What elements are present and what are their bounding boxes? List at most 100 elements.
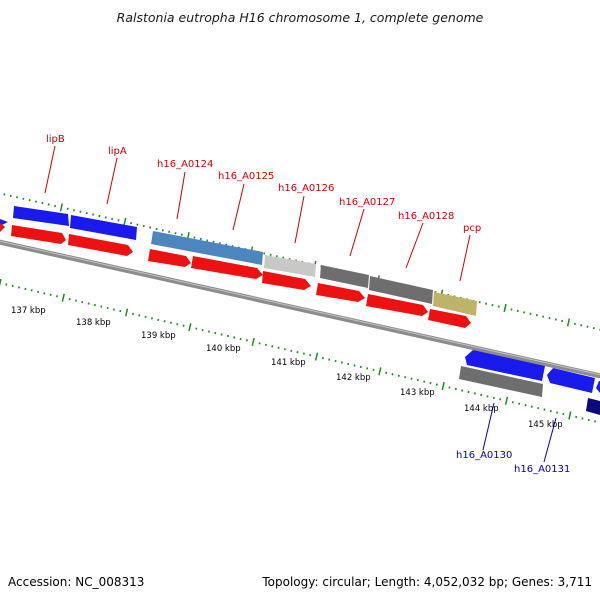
tick-minor [117, 219, 120, 222]
feature-h16-a0130-grey[interactable] [459, 366, 543, 397]
feature-h16-a0127[interactable] [369, 276, 433, 304]
tick-minor [24, 287, 27, 291]
accession-text: Accession: NC_008313 [8, 575, 145, 589]
forward-gene-labels: lipB lipA h16_A0124 h16_A0125 h16_A0126 … [44, 134, 481, 282]
tick-minor [334, 359, 337, 363]
kbp-label-138: 138 kbp [76, 318, 111, 328]
tick-major [504, 396, 509, 405]
cds-h16-a0128[interactable] [366, 294, 428, 316]
tick-major [503, 303, 507, 313]
chromosome-backbone [0, 239, 600, 379]
tick-minor [150, 317, 153, 320]
tick-minor [397, 374, 400, 377]
tick-minor [416, 378, 419, 382]
feature-h16-a0126[interactable] [320, 265, 369, 288]
cds-pcp[interactable] [428, 309, 471, 328]
gene-feature-h16-a0131[interactable] [547, 368, 595, 393]
tick-major [314, 352, 319, 361]
tick-minor [454, 387, 457, 391]
tick-minor [85, 211, 88, 215]
tick-minor [543, 408, 546, 411]
feature-pcp[interactable] [433, 292, 477, 316]
tick-minor [277, 346, 280, 349]
label-h16-a0127: h16_A0127 [339, 197, 395, 208]
tick-major [441, 382, 445, 391]
cds-h16-a0127[interactable] [316, 283, 365, 302]
tick-minor [518, 402, 521, 405]
tick-minor [290, 349, 293, 352]
tick-minor [199, 237, 202, 241]
feature-h16-a0125[interactable] [264, 255, 316, 277]
tick-minor [49, 293, 52, 296]
tick-major [188, 323, 192, 332]
tick-minor [104, 216, 107, 219]
forward-strand-genes [0, 206, 137, 240]
tick-minor [296, 351, 299, 354]
reverse-strand-genes [459, 350, 600, 415]
feature-h16-a0124[interactable] [151, 231, 263, 265]
tick-minor [30, 289, 33, 292]
cds-partial-left[interactable] [0, 223, 5, 232]
label-lipB: lipB [46, 134, 65, 145]
tick-minor [87, 302, 90, 305]
tick-minor [74, 299, 77, 302]
gene-feature-h16-a0130[interactable] [465, 350, 545, 381]
tick-minor [573, 322, 576, 326]
tick-minor [136, 223, 139, 226]
gene-feature-partial-right[interactable] [596, 381, 600, 393]
tick-minor [491, 303, 494, 307]
tick-minor [542, 315, 545, 318]
cds-h16-a0125[interactable] [191, 256, 263, 279]
label-h16-a0130: h16_A0130 [456, 450, 512, 461]
label-lipA: lipA [108, 146, 127, 157]
tick-major [124, 308, 129, 317]
label-h16-a0125: h16_A0125 [218, 171, 274, 182]
tick-minor [391, 373, 394, 376]
tick-minor [263, 252, 266, 255]
kbp-label-144: 144 kbp [464, 404, 499, 414]
tick-minor [592, 326, 595, 330]
tick-minor [169, 321, 172, 324]
tick-major [0, 278, 2, 287]
tick-minor [131, 312, 134, 316]
label-h16-a0126: h16_A0126 [278, 183, 334, 194]
cds-h16-a0126[interactable] [262, 271, 311, 290]
feature-partial-right-navy[interactable] [586, 398, 600, 415]
tick-minor [68, 298, 71, 301]
tick-minor [537, 406, 540, 410]
label-h16-a0124: h16_A0124 [157, 159, 213, 170]
tick-minor [478, 301, 481, 304]
tick-minor [271, 345, 274, 348]
tick-minor [195, 327, 198, 330]
kbp-label-140: 140 kbp [206, 344, 241, 354]
kbp-label-139: 139 kbp [141, 331, 176, 341]
tick-track-inner [0, 278, 597, 423]
gene-feature-partial-left[interactable] [0, 219, 8, 226]
tick-minor [168, 230, 171, 233]
map-title: Ralstonia eutropha H16 chromosome 1, com… [116, 10, 484, 25]
cds-lipB[interactable] [11, 225, 66, 244]
tick-minor [35, 200, 38, 203]
tick-minor [258, 342, 261, 345]
tick-minor [214, 331, 217, 335]
gene-feature-lipA-gene[interactable] [70, 215, 137, 240]
tick-major [378, 367, 382, 376]
tick-minor [562, 412, 565, 416]
cds-h16-a0124[interactable] [148, 249, 191, 267]
tick-minor [461, 389, 464, 392]
label-h16-a0131: h16_A0131 [514, 464, 570, 475]
tick-minor [435, 383, 438, 386]
kbp-label-141: 141 kbp [271, 358, 306, 368]
tick-minor [473, 392, 476, 395]
gene-feature-lipB-gene[interactable] [13, 206, 69, 226]
tick-minor [561, 319, 564, 323]
cds-lipA[interactable] [68, 234, 133, 256]
tick-minor [112, 308, 115, 311]
tick-minor [510, 308, 513, 311]
tick-minor [11, 284, 14, 288]
reverse-gene-labels: h16_A0130 h16_A0131 [456, 402, 570, 475]
tick-minor [353, 364, 356, 367]
tick-minor [106, 306, 109, 310]
